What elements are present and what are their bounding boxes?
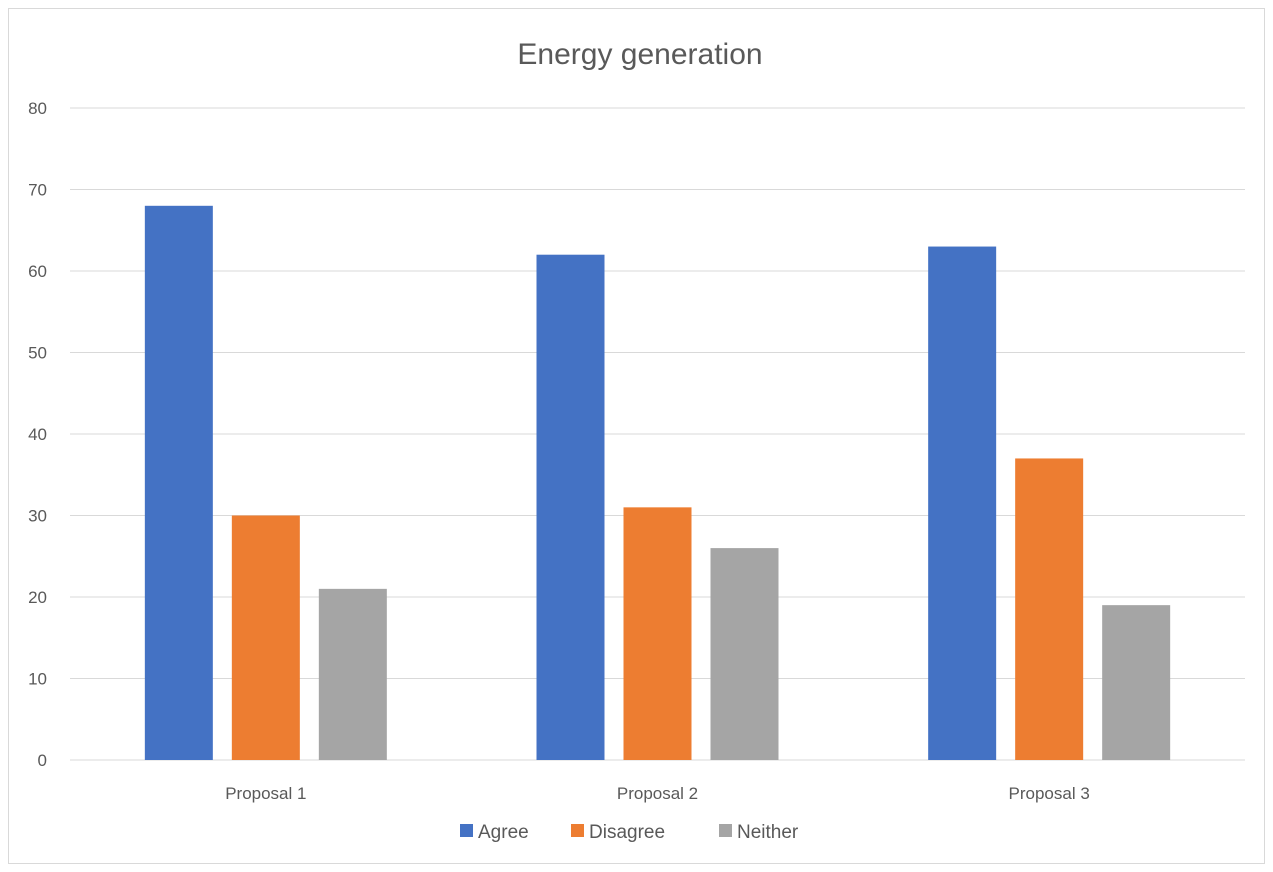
legend-label-neither: Neither xyxy=(737,822,799,843)
y-tick-label: 20 xyxy=(28,588,47,607)
chart-title: Energy generation xyxy=(517,38,762,71)
y-tick-label: 60 xyxy=(28,262,47,281)
x-axis-categories: Proposal 1 Proposal 2 Proposal 3 xyxy=(225,784,1090,803)
bar-agree-2 xyxy=(536,254,605,760)
legend-label-agree: Agree xyxy=(478,822,529,843)
y-axis-ticks: 0 10 20 30 40 50 60 70 80 xyxy=(28,99,47,770)
x-category-label: Proposal 3 xyxy=(1009,784,1090,803)
bar-disagree-3 xyxy=(1015,458,1084,760)
y-tick-label: 50 xyxy=(28,344,47,363)
bar-neither-3 xyxy=(1102,605,1171,760)
y-tick-label: 30 xyxy=(28,507,47,526)
bar-neither-1 xyxy=(318,588,387,760)
bar-disagree-2 xyxy=(623,507,692,760)
y-tick-label: 80 xyxy=(28,99,47,118)
legend-swatch-agree xyxy=(460,824,473,837)
bar-agree-1 xyxy=(144,205,213,761)
legend-label-disagree: Disagree xyxy=(589,822,665,843)
bar-neither-2 xyxy=(710,548,779,760)
y-tick-label: 0 xyxy=(38,751,47,770)
y-tick-label: 10 xyxy=(28,670,47,689)
legend: Agree Disagree Neither xyxy=(460,822,799,843)
bars xyxy=(144,205,1171,761)
y-tick-label: 70 xyxy=(28,181,47,200)
y-tick-label: 40 xyxy=(28,425,47,444)
bar-disagree-1 xyxy=(231,515,300,760)
x-category-label: Proposal 1 xyxy=(225,784,306,803)
x-category-label: Proposal 2 xyxy=(617,784,698,803)
legend-swatch-neither xyxy=(719,824,732,837)
bar-agree-3 xyxy=(928,246,997,761)
legend-swatch-disagree xyxy=(571,824,584,837)
